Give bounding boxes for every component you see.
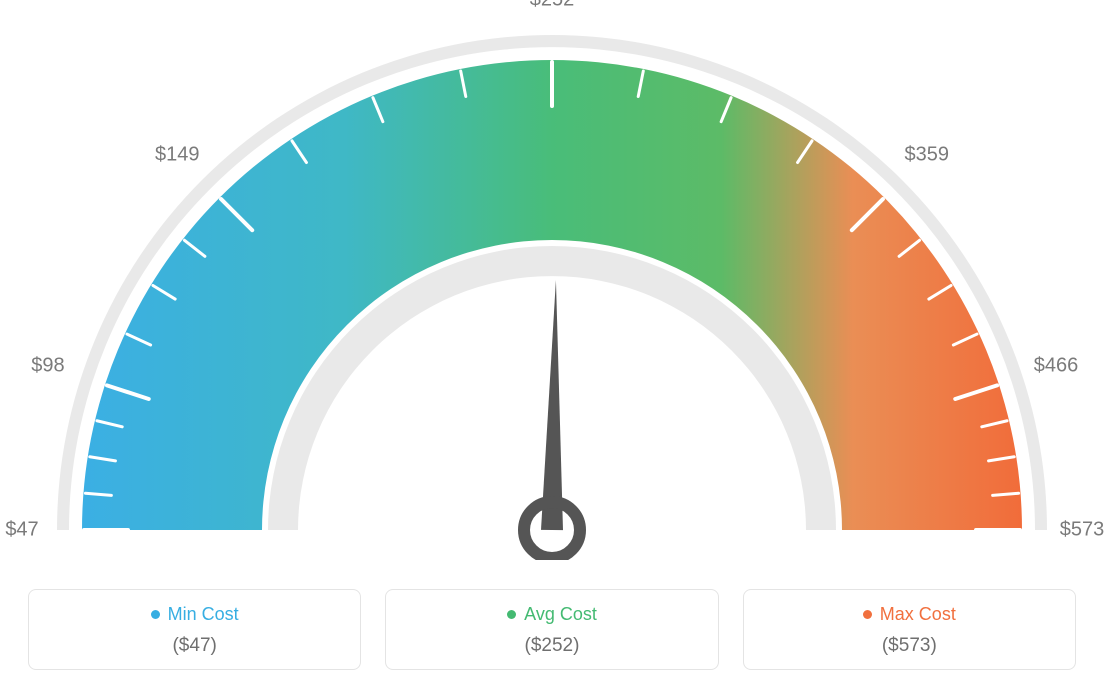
legend-value-max: ($573) xyxy=(754,635,1065,657)
legend-label-avg: Avg Cost xyxy=(524,604,597,625)
gauge-tick-label: $466 xyxy=(1034,355,1079,378)
gauge-tick-label: $252 xyxy=(530,0,575,12)
legend-card-avg: Avg Cost ($252) xyxy=(385,589,718,670)
cost-gauge-widget: $47 $98 $149 $252 $359 $466 $573 Min Cost ($47… xyxy=(0,0,1104,690)
legend-label-min: Min Cost xyxy=(168,604,239,625)
legend-dot-min xyxy=(151,610,160,619)
legend-value-min: ($47) xyxy=(39,635,350,657)
legend-dot-max xyxy=(863,610,872,619)
legend-card-min: Min Cost ($47) xyxy=(28,589,361,670)
gauge-tick-label: $47 xyxy=(5,519,38,542)
gauge-chart: $47 $98 $149 $252 $359 $466 $573 xyxy=(0,0,1104,560)
legend-label-max: Max Cost xyxy=(880,604,956,625)
legend-row: Min Cost ($47) Avg Cost ($252) Max Cost … xyxy=(0,589,1104,670)
legend-dot-avg xyxy=(507,610,516,619)
gauge-tick-label: $359 xyxy=(905,144,950,167)
gauge-tick-label: $573 xyxy=(1060,519,1104,542)
legend-card-max: Max Cost ($573) xyxy=(743,589,1076,670)
gauge-tick-label: $98 xyxy=(31,355,64,378)
gauge-tick-label: $149 xyxy=(155,144,200,167)
legend-value-avg: ($252) xyxy=(396,635,707,657)
